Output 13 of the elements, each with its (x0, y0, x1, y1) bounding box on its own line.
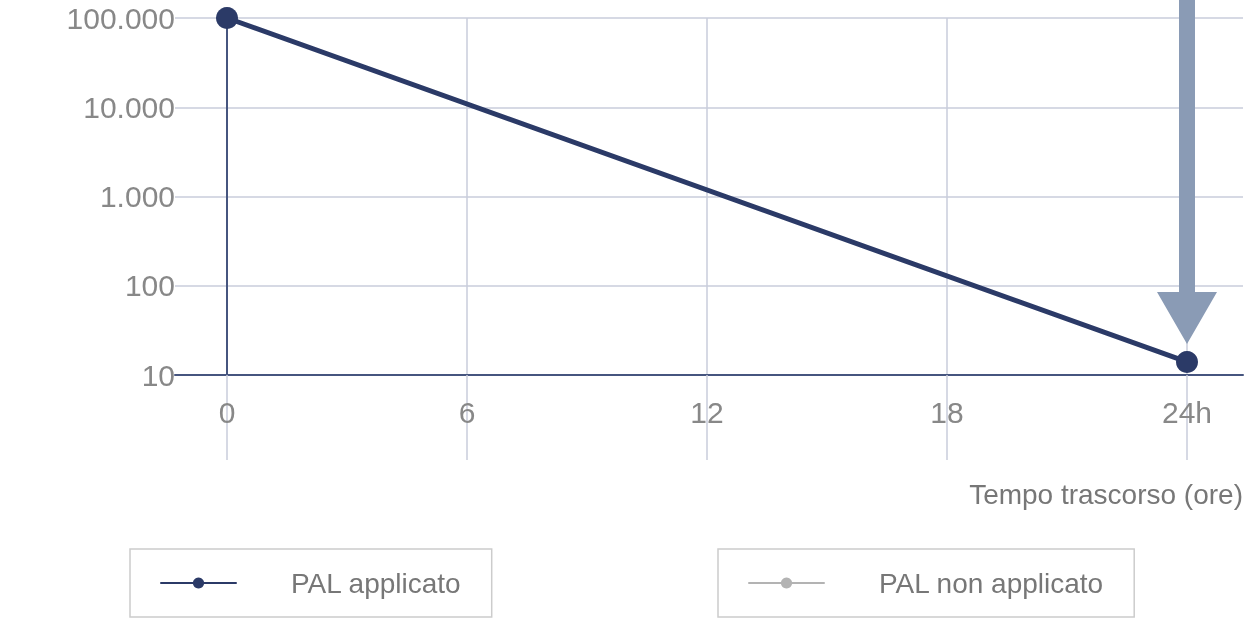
x-tick-label: 0 (218, 395, 236, 429)
x-tick-label: 18 (930, 395, 964, 429)
x-axis-title: Tempo trascorso (ore) (969, 478, 1243, 510)
y-tick-label: 100.000 (66, 1, 175, 35)
y-tick-label: 10.000 (83, 90, 175, 124)
legend-label: PAL applicato (291, 567, 461, 599)
x-tick-label: 6 (458, 395, 476, 429)
x-tick-label: 12 (690, 395, 724, 429)
x-tick-label: 24h (1161, 395, 1213, 429)
y-tick-label: 100 (124, 269, 175, 303)
y-tick-label: 1.000 (99, 180, 175, 213)
legend-label: PAL non applicato (879, 567, 1104, 599)
y-tick-label: 10 (141, 358, 175, 392)
